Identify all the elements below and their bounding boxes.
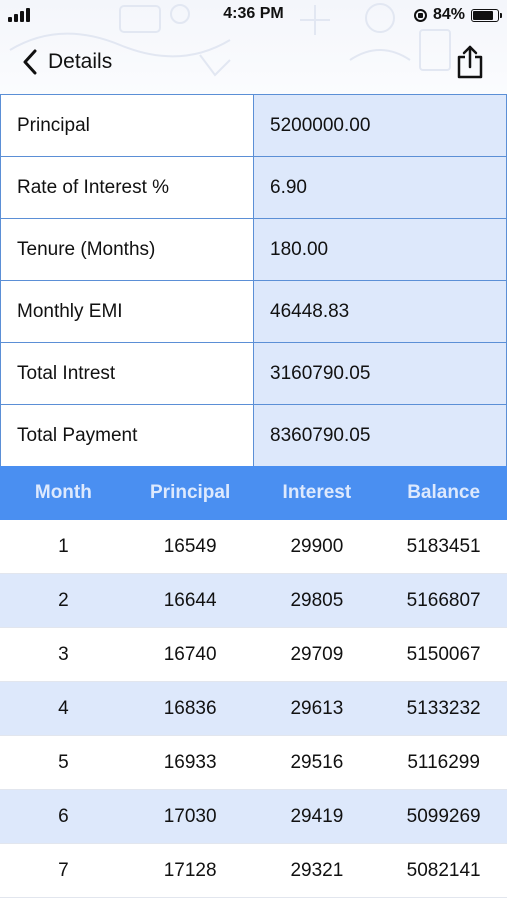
table-row: 2 16644 29805 5166807 xyxy=(0,574,507,628)
status-time: 4:36 PM xyxy=(223,5,284,22)
cell-month: 6 xyxy=(58,805,69,827)
table-row: 3 16740 29709 5150067 xyxy=(0,628,507,682)
cell-balance: 5183451 xyxy=(406,535,481,557)
rotation-lock-icon xyxy=(413,8,427,22)
table-row: 6 17030 29419 5099269 xyxy=(0,790,507,844)
cell-principal: 16644 xyxy=(163,589,217,611)
cell-balance: 5082141 xyxy=(406,859,481,881)
back-button[interactable]: Details xyxy=(22,49,112,75)
summary-label: Monthly EMI xyxy=(0,281,254,342)
cell-balance: 5099269 xyxy=(406,805,481,827)
summary-row: Total Intrest 3160790.05 xyxy=(0,343,507,405)
summary-row: Tenure (Months) 180.00 xyxy=(0,219,507,281)
cell-balance: 5150067 xyxy=(406,643,481,665)
cell-balance: 5116299 xyxy=(407,751,480,773)
battery-level xyxy=(473,10,494,20)
cell-interest: 29613 xyxy=(290,697,344,719)
navigation-bar: Details xyxy=(0,30,507,94)
table-row: 4 16836 29613 5133232 xyxy=(0,682,507,736)
summary-value: 3160790.05 xyxy=(254,343,507,404)
status-right: 84% xyxy=(413,6,502,24)
cell-interest: 29900 xyxy=(290,535,344,557)
cell-principal: 17030 xyxy=(163,805,217,827)
back-button-label: Details xyxy=(48,50,113,73)
cell-principal: 16740 xyxy=(163,643,217,665)
cell-principal: 16549 xyxy=(163,535,217,557)
signal-strength-icon xyxy=(8,8,48,22)
cell-interest: 29709 xyxy=(290,643,344,665)
share-icon xyxy=(457,45,483,79)
share-button[interactable] xyxy=(453,42,487,82)
column-header-balance: Balance xyxy=(407,482,481,503)
summary-value: 46448.83 xyxy=(254,281,507,342)
summary-row: Principal 5200000.00 xyxy=(0,95,507,157)
summary-value: 180.00 xyxy=(254,219,507,280)
table-body: 1 16549 29900 5183451 2 16644 29805 5166807 3 167… xyxy=(0,520,507,898)
summary-value: 5200000.00 xyxy=(254,95,507,156)
summary-value: 8360790.05 xyxy=(254,405,507,466)
summary-row: Rate of Interest % 6.90 xyxy=(0,157,507,219)
cell-month: 3 xyxy=(58,643,69,665)
cell-principal: 17128 xyxy=(163,859,217,881)
column-header-month: Month xyxy=(34,482,92,503)
cell-month: 2 xyxy=(58,589,69,611)
battery-icon xyxy=(471,8,502,22)
cell-principal: 16836 xyxy=(163,697,217,719)
table-row: 1 16549 29900 5183451 xyxy=(0,520,507,574)
battery-percent: 84% xyxy=(432,6,465,23)
cell-principal: 16933 xyxy=(163,751,217,773)
cell-month: 7 xyxy=(58,859,69,881)
chevron-left-icon xyxy=(23,49,37,75)
table-row: 5 16933 29516 5116299 xyxy=(0,736,507,790)
cell-month: 5 xyxy=(58,751,69,773)
table-row: 7 17128 29321 5082141 xyxy=(0,844,507,898)
cell-interest: 29805 xyxy=(290,589,344,611)
summary-label: Total Payment xyxy=(0,405,254,466)
table-header: Month Principal Interest Balance xyxy=(0,466,507,520)
summary-row: Monthly EMI 46448.83 xyxy=(0,281,507,343)
status-bar: 4:36 PM 84% xyxy=(0,0,507,30)
summary-label: Principal xyxy=(0,95,254,156)
cell-month: 4 xyxy=(58,697,69,719)
cell-interest: 29321 xyxy=(290,859,344,881)
summary-row: Total Payment 8360790.05 xyxy=(0,405,507,467)
cell-balance: 5166807 xyxy=(406,589,481,611)
summary-value: 6.90 xyxy=(254,157,507,218)
cell-balance: 5133232 xyxy=(406,697,481,719)
summary-label: Rate of Interest % xyxy=(0,157,254,218)
summary-label: Tenure (Months) xyxy=(0,219,254,280)
amortization-table: Month Principal Interest Balance 1 16549 2990… xyxy=(0,466,507,898)
header-background-illustration xyxy=(9,3,451,77)
summary-label: Total Intrest xyxy=(0,343,254,404)
cell-interest: 29516 xyxy=(290,751,344,773)
column-header-interest: Interest xyxy=(282,482,352,503)
cell-interest: 29419 xyxy=(290,805,344,827)
cell-month: 1 xyxy=(58,535,69,557)
column-header-principal: Principal xyxy=(150,482,231,503)
loan-summary-grid: Principal 5200000.00 Rate of Interest % 6.9… xyxy=(0,94,507,467)
